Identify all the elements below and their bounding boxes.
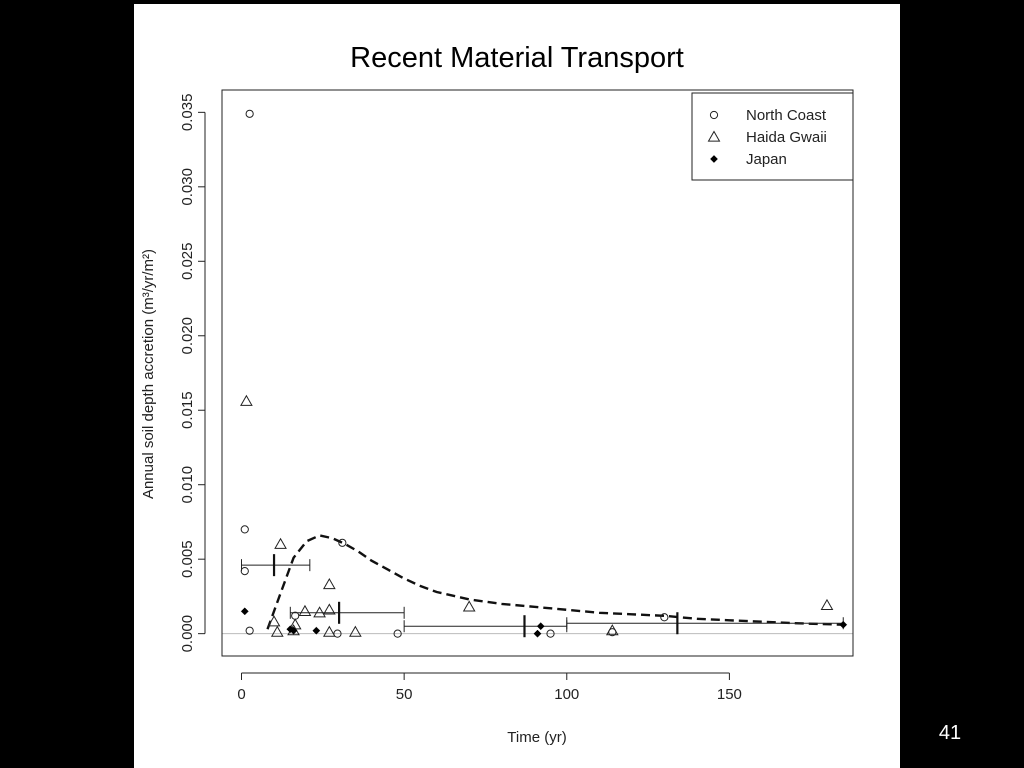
x-tick-label: 100 [554,686,579,703]
y-tick-label: 0.035 [179,94,196,132]
data-point-japan [839,620,848,629]
data-point-north-coast [338,538,347,547]
y-tick-label: 0.000 [179,615,196,653]
y-axis-title: Annual soil depth accretion (m³/yr/m²) [140,249,157,499]
data-point-haida-gwaii [313,606,326,618]
data-point-japan [289,626,298,635]
data-point-north-coast [546,629,555,638]
slide-title: Recent Material Transport [350,42,684,74]
data-point-haida-gwaii [298,604,312,616]
y-axis: 0.000 0.005 0.010 0.015 0.020 0.025 0.030 0.035 [179,94,206,653]
legend-box [691,92,854,181]
data-point-haida-gwaii [820,598,834,610]
data-point-japan [536,622,545,631]
data-point-haida-gwaii [322,603,336,615]
y-tick-label: 0.020 [179,317,196,355]
data-point-haida-gwaii [274,537,287,549]
y-tick-label: 0.030 [179,168,196,206]
data-point-haida-gwaii [605,624,619,636]
data-point-north-coast [660,613,669,622]
data-point-japan [312,626,321,635]
legend-marker-haida-gwaii [707,130,721,142]
x-tick-label: 150 [717,686,742,703]
legend: North Coast Haida Gwaii Japan [691,92,854,181]
data-point-north-coast [240,525,249,534]
data-point-japan [533,629,542,638]
plot-frame [221,89,854,657]
x-axis: 0 50 100 150 [237,672,742,703]
data-point-haida-gwaii [348,625,362,637]
fitted-curve [266,534,844,630]
data-point-haida-gwaii [240,394,253,406]
data-point-north-coast [393,629,402,638]
y-tick-label: 0.005 [179,540,196,578]
data-point-north-coast [245,626,254,635]
y-tick-label: 0.010 [179,466,196,504]
legend-marker-japan [710,155,718,163]
x-tick-label: 0 [237,686,245,703]
y-tick-label: 0.025 [179,243,196,281]
fitted-curve-group [266,534,844,630]
page-number: 41 [938,722,962,744]
data-point-haida-gwaii [462,600,476,612]
data-point-haida-gwaii [322,577,336,590]
legend-label-haida-gwaii: Haida Gwaii [746,129,827,146]
legend-label-north-coast: North Coast [746,107,827,124]
data-points-group [240,109,848,638]
legend-marker-north-coast [709,110,719,120]
x-tick-label: 50 [396,686,413,703]
data-point-haida-gwaii [322,625,336,637]
data-point-haida-gwaii [270,625,284,637]
data-point-north-coast [240,567,249,576]
x-axis-title: Time (yr) [507,729,566,746]
y-tick-label: 0.015 [179,391,196,429]
data-point-north-coast [245,109,254,118]
data-point-japan [240,607,249,616]
legend-label-japan: Japan [746,151,787,168]
data-point-haida-gwaii [267,615,281,627]
